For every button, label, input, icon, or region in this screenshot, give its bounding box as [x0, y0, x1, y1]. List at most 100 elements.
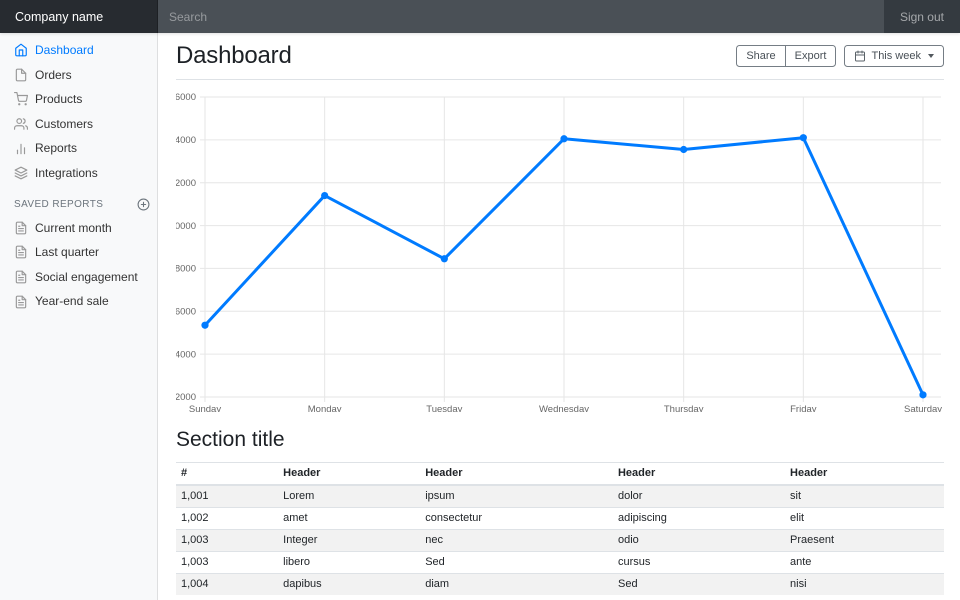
svg-text:Saturday: Saturday — [904, 404, 942, 412]
sidebar-item-integrations[interactable]: Integrations — [0, 161, 158, 186]
section-title: Section title — [176, 427, 285, 451]
table-header-cell: # — [176, 461, 279, 486]
period-dropdown-button[interactable]: This week — [844, 45, 944, 68]
table-row: 1,001 Lorem ipsum dolor sit — [176, 484, 944, 508]
sign-out-link[interactable]: Sign out — [899, 9, 944, 24]
svg-text:18000: 18000 — [176, 263, 196, 274]
saved-report-label: Last quarter — [35, 245, 100, 260]
share-button-label: Share — [746, 49, 776, 62]
table-cell: dapibus — [278, 572, 421, 595]
saved-reports-list: Current month Last quarter Social engageme… — [0, 216, 158, 314]
saved-reports-label: Saved reports — [14, 198, 104, 210]
sidebar-item-label: Dashboard — [35, 43, 94, 57]
sidebar-item-label: Orders — [35, 67, 72, 82]
sidebar-item-reports[interactable]: Reports — [0, 136, 158, 161]
sidebar-item-label: Customers — [35, 116, 94, 131]
share-export-group: Share Export — [736, 45, 837, 68]
file-text-icon — [14, 270, 28, 284]
saved-reports-heading: Saved reports — [0, 186, 158, 216]
table-cell: Sed — [612, 572, 786, 595]
table-cell: 1,003 — [176, 528, 279, 552]
svg-text:22000: 22000 — [176, 178, 196, 189]
table-cell: elit — [785, 506, 944, 530]
saved-report-current-month[interactable]: Current month — [0, 216, 158, 241]
table-cell: libero — [278, 550, 421, 574]
shopping-cart-icon — [14, 92, 28, 106]
brand[interactable]: Company name — [0, 0, 158, 33]
calendar-icon — [854, 50, 866, 62]
table-cell: nec — [420, 528, 613, 552]
table-header-cell: Header — [278, 461, 421, 486]
table-header-cell: Header — [785, 461, 944, 486]
svg-text:Thursday: Thursday — [664, 404, 704, 412]
page-title: Dashboard — [176, 42, 292, 69]
period-label: This week — [871, 49, 921, 62]
table-cell: amet — [278, 506, 421, 530]
table-cell: Sed — [420, 550, 613, 574]
dropdown-caret-icon — [928, 54, 934, 59]
table-cell: Lorem — [278, 484, 421, 508]
table-cell: cursus — [612, 550, 786, 574]
svg-text:Wednesday: Wednesday — [539, 404, 589, 412]
svg-text:24000: 24000 — [176, 135, 196, 146]
export-button[interactable]: Export — [784, 45, 837, 68]
saved-report-year-end-sale[interactable]: Year-end sale — [0, 289, 158, 314]
svg-text:Sunday: Sunday — [189, 404, 221, 412]
table-cell: dolor — [612, 484, 786, 508]
sidebar-item-customers[interactable]: Customers — [0, 112, 158, 137]
layers-icon — [14, 166, 28, 180]
sidebar-item-orders[interactable]: Orders — [0, 63, 158, 88]
table-cell: adipiscing — [612, 506, 786, 530]
main-content: Dashboard Share Export This week 12000 14… — [158, 33, 960, 600]
table-cell: sit — [785, 484, 944, 508]
saved-report-label: Social engagement — [35, 269, 138, 284]
table-cell: ipsum — [420, 484, 613, 508]
table-cell: odio — [612, 528, 786, 552]
table-header-cell: Header — [612, 461, 786, 486]
svg-text:20000: 20000 — [176, 221, 196, 232]
table-row: 1,003 Integer nec odio Praesent — [176, 528, 944, 552]
saved-report-social-engagement[interactable]: Social engagement — [0, 265, 158, 290]
bar-chart-2-icon — [14, 142, 28, 156]
page-header: Dashboard Share Export This week — [176, 33, 944, 80]
table-cell: ante — [785, 550, 944, 574]
svg-text:12000: 12000 — [176, 392, 196, 403]
data-table: # Header Header Header Header 1,001 Lorem ipsu… — [176, 461, 944, 595]
file-text-icon — [14, 245, 28, 259]
table-cell: Praesent — [785, 528, 944, 552]
table-cell: 1,001 — [176, 484, 279, 508]
sidebar-item-label: Reports — [35, 141, 78, 156]
plus-circle-icon[interactable] — [137, 198, 150, 211]
table-row: 1,003 libero Sed cursus ante — [176, 550, 944, 574]
table-cell: 1,002 — [176, 506, 279, 530]
search-input[interactable] — [158, 0, 884, 33]
saved-report-label: Current month — [35, 220, 112, 235]
table-cell: 1,004 — [176, 572, 279, 595]
svg-text:14000: 14000 — [176, 349, 196, 360]
table-body: 1,001 Lorem ipsum dolor sit 1,002 amet consecte… — [176, 484, 944, 595]
file-icon — [14, 68, 28, 82]
sidebar-item-dashboard[interactable]: Dashboard — [0, 38, 158, 63]
home-icon — [14, 43, 28, 57]
export-button-label: Export — [794, 49, 827, 62]
svg-text:26000: 26000 — [176, 92, 196, 103]
table-cell: Integer — [278, 528, 421, 552]
sidebar-item-label: Products — [35, 92, 83, 107]
table-cell: consectetur — [420, 506, 613, 530]
sidebar-item-label: Integrations — [35, 165, 98, 180]
table-header-cell: Header — [420, 461, 613, 486]
file-text-icon — [14, 295, 28, 309]
sidebar-item-products[interactable]: Products — [0, 87, 158, 112]
sidebar: Dashboard Orders Products Customers Reports I… — [0, 33, 158, 600]
table-cell: diam — [420, 572, 613, 595]
table-header-row: # Header Header Header Header — [176, 461, 944, 486]
saved-report-last-quarter[interactable]: Last quarter — [0, 240, 158, 265]
svg-text:Monday: Monday — [308, 404, 342, 412]
table-row: 1,004 dapibus diam Sed nisi — [176, 572, 944, 595]
chart-area: 12000 14000 16000 18000 20000 22000 24000 26000… — [176, 90, 944, 412]
sidebar-nav: Dashboard Orders Products Customers Reports I… — [0, 38, 158, 186]
users-icon — [14, 117, 28, 131]
table-cell: nisi — [785, 572, 944, 595]
share-button[interactable]: Share — [736, 45, 786, 68]
svg-text:Friday: Friday — [790, 404, 817, 412]
